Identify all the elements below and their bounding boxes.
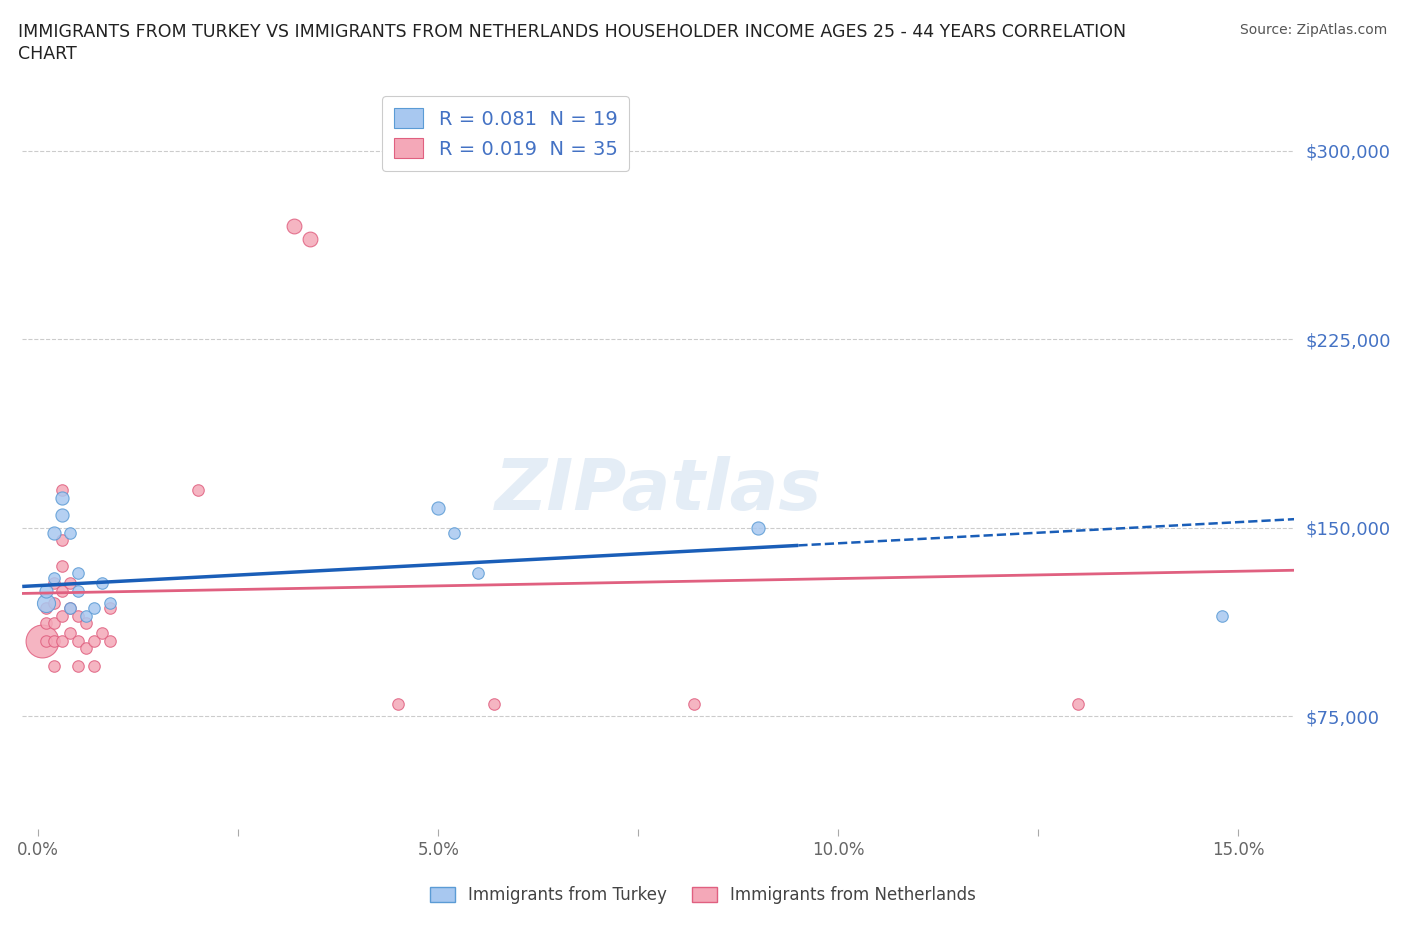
Point	[1211, 608, 1233, 623]
Point	[299, 232, 322, 246]
Point	[35, 596, 58, 611]
Point	[59, 601, 82, 616]
Legend: Immigrants from Turkey, Immigrants from Netherlands: Immigrants from Turkey, Immigrants from …	[423, 879, 983, 910]
Point	[91, 626, 114, 641]
Point	[44, 616, 66, 631]
Point	[443, 525, 465, 540]
Point	[91, 576, 114, 591]
Point	[75, 608, 97, 623]
Point	[75, 616, 97, 631]
Point	[427, 500, 450, 515]
Text: CHART: CHART	[18, 45, 77, 62]
Point	[98, 601, 121, 616]
Point	[467, 565, 489, 580]
Text: Source: ZipAtlas.com: Source: ZipAtlas.com	[1240, 23, 1388, 37]
Point	[51, 558, 73, 573]
Point	[187, 483, 209, 498]
Point	[67, 633, 90, 648]
Point	[67, 658, 90, 673]
Point	[44, 596, 66, 611]
Point	[59, 626, 82, 641]
Point	[51, 483, 73, 498]
Point	[51, 533, 73, 548]
Point	[387, 697, 409, 711]
Legend: R = 0.081  N = 19, R = 0.019  N = 35: R = 0.081 N = 19, R = 0.019 N = 35	[382, 97, 628, 170]
Point	[35, 633, 58, 648]
Point	[35, 616, 58, 631]
Point	[59, 601, 82, 616]
Point	[67, 565, 90, 580]
Point	[51, 608, 73, 623]
Point	[35, 601, 58, 616]
Point	[283, 219, 305, 233]
Point	[67, 608, 90, 623]
Point	[747, 521, 769, 536]
Point	[44, 571, 66, 586]
Point	[98, 633, 121, 648]
Point	[83, 633, 105, 648]
Point	[75, 641, 97, 656]
Point	[51, 490, 73, 505]
Point	[67, 583, 90, 598]
Text: IMMIGRANTS FROM TURKEY VS IMMIGRANTS FROM NETHERLANDS HOUSEHOLDER INCOME AGES 25: IMMIGRANTS FROM TURKEY VS IMMIGRANTS FRO…	[18, 23, 1126, 41]
Text: ZIPatlas: ZIPatlas	[495, 456, 823, 525]
Point	[83, 658, 105, 673]
Point	[98, 596, 121, 611]
Point	[59, 525, 82, 540]
Point	[1067, 697, 1090, 711]
Point	[44, 576, 66, 591]
Point	[51, 633, 73, 648]
Point	[59, 576, 82, 591]
Point	[51, 583, 73, 598]
Point	[44, 658, 66, 673]
Point	[44, 633, 66, 648]
Point	[31, 633, 53, 648]
Point	[35, 583, 58, 598]
Point	[83, 601, 105, 616]
Point	[51, 508, 73, 523]
Point	[683, 697, 706, 711]
Point	[484, 697, 506, 711]
Point	[44, 525, 66, 540]
